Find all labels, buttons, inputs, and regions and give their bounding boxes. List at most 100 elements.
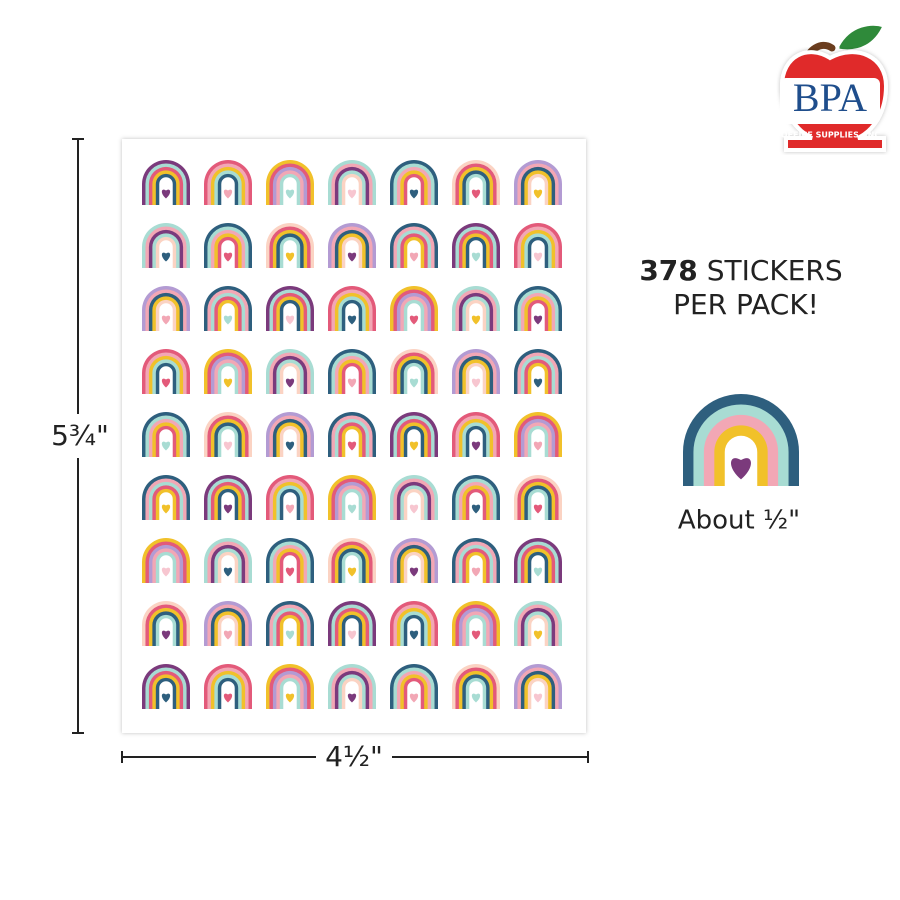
rainbow-heart bbox=[471, 378, 481, 388]
sticker-count: 378 bbox=[639, 254, 697, 287]
sticker bbox=[452, 538, 500, 583]
width-label: 4½" bbox=[325, 740, 383, 773]
sticker bbox=[452, 223, 500, 268]
sticker bbox=[142, 160, 190, 205]
sticker bbox=[142, 475, 190, 520]
sticker bbox=[266, 349, 314, 394]
sticker bbox=[328, 223, 376, 268]
headline-line2: PER PACK! bbox=[673, 288, 819, 321]
rainbow-heart bbox=[223, 441, 233, 451]
rainbow-heart bbox=[409, 189, 419, 199]
rainbow-heart bbox=[223, 567, 233, 577]
sticker bbox=[266, 223, 314, 268]
sticker bbox=[390, 286, 438, 331]
logo-tagline: OFFICE SUPPLIES, INC. bbox=[781, 131, 884, 140]
rainbow-heart bbox=[161, 441, 171, 451]
sticker bbox=[328, 538, 376, 583]
sticker bbox=[266, 601, 314, 646]
rainbow-heart bbox=[409, 504, 419, 514]
rainbow-heart bbox=[471, 693, 481, 703]
rainbow-heart bbox=[161, 252, 171, 262]
rainbow-heart bbox=[533, 693, 543, 703]
rainbow-heart bbox=[533, 441, 543, 451]
rainbow-heart bbox=[533, 315, 543, 325]
rainbow-heart bbox=[347, 378, 357, 388]
sticker bbox=[328, 412, 376, 457]
sticker bbox=[204, 412, 252, 457]
sticker bbox=[514, 223, 562, 268]
rainbow-heart bbox=[409, 378, 419, 388]
sticker bbox=[452, 349, 500, 394]
rainbow-heart bbox=[471, 441, 481, 451]
headline-word: STICKERS bbox=[707, 254, 843, 287]
sticker bbox=[328, 664, 376, 709]
sticker bbox=[514, 412, 562, 457]
sticker bbox=[204, 664, 252, 709]
label-bg bbox=[50, 414, 110, 458]
sticker bbox=[390, 412, 438, 457]
sticker bbox=[452, 160, 500, 205]
rainbow-heart bbox=[161, 504, 171, 514]
rainbow-heart bbox=[285, 378, 295, 388]
sticker bbox=[142, 601, 190, 646]
rainbow-heart bbox=[347, 504, 357, 514]
sticker bbox=[204, 349, 252, 394]
sticker bbox=[390, 601, 438, 646]
rainbow-heart bbox=[223, 630, 233, 640]
headline: 378 STICKERS bbox=[639, 254, 842, 287]
rainbow-heart bbox=[409, 693, 419, 703]
sticker bbox=[142, 286, 190, 331]
rainbow-heart bbox=[161, 630, 171, 640]
sticker bbox=[514, 349, 562, 394]
rainbow-heart bbox=[285, 567, 295, 577]
rainbow-heart bbox=[409, 441, 419, 451]
rainbow-heart bbox=[347, 252, 357, 262]
rainbow-heart bbox=[471, 252, 481, 262]
rainbow-heart bbox=[533, 504, 543, 514]
rainbow-heart bbox=[285, 504, 295, 514]
rainbow-heart bbox=[223, 315, 233, 325]
sticker bbox=[328, 601, 376, 646]
rainbow-heart bbox=[285, 630, 295, 640]
sticker bbox=[328, 349, 376, 394]
logo-plate bbox=[780, 78, 880, 124]
rainbow-heart bbox=[471, 567, 481, 577]
rainbow-heart bbox=[533, 630, 543, 640]
sticker bbox=[142, 349, 190, 394]
sticker bbox=[514, 601, 562, 646]
sticker bbox=[452, 664, 500, 709]
sticker bbox=[514, 475, 562, 520]
sticker bbox=[266, 538, 314, 583]
sticker bbox=[266, 664, 314, 709]
sticker bbox=[452, 475, 500, 520]
rainbow-heart bbox=[347, 315, 357, 325]
sticker bbox=[390, 538, 438, 583]
rainbow-heart bbox=[347, 630, 357, 640]
sticker bbox=[328, 160, 376, 205]
logo: BPA OFFICE SUPPLIES, INC. bbox=[779, 22, 889, 152]
rainbow-heart bbox=[285, 189, 295, 199]
rainbow-heart bbox=[409, 567, 419, 577]
rainbow-heart bbox=[533, 378, 543, 388]
sticker bbox=[142, 538, 190, 583]
sticker bbox=[204, 538, 252, 583]
sticker bbox=[204, 223, 252, 268]
rainbow-heart bbox=[471, 315, 481, 325]
sticker bbox=[514, 286, 562, 331]
sample-sticker bbox=[683, 394, 799, 486]
sticker bbox=[266, 475, 314, 520]
rainbow-heart bbox=[285, 252, 295, 262]
sticker bbox=[204, 286, 252, 331]
rainbow-heart bbox=[161, 567, 171, 577]
rainbow-heart bbox=[285, 441, 295, 451]
rainbow-heart bbox=[161, 378, 171, 388]
rainbow-heart bbox=[161, 693, 171, 703]
rainbow-heart bbox=[223, 378, 233, 388]
sticker bbox=[142, 223, 190, 268]
rainbow-heart bbox=[533, 252, 543, 262]
sticker bbox=[452, 412, 500, 457]
sticker bbox=[390, 349, 438, 394]
rainbow-heart bbox=[223, 189, 233, 199]
rainbow-heart bbox=[347, 693, 357, 703]
logo-name: BPA bbox=[793, 75, 867, 120]
